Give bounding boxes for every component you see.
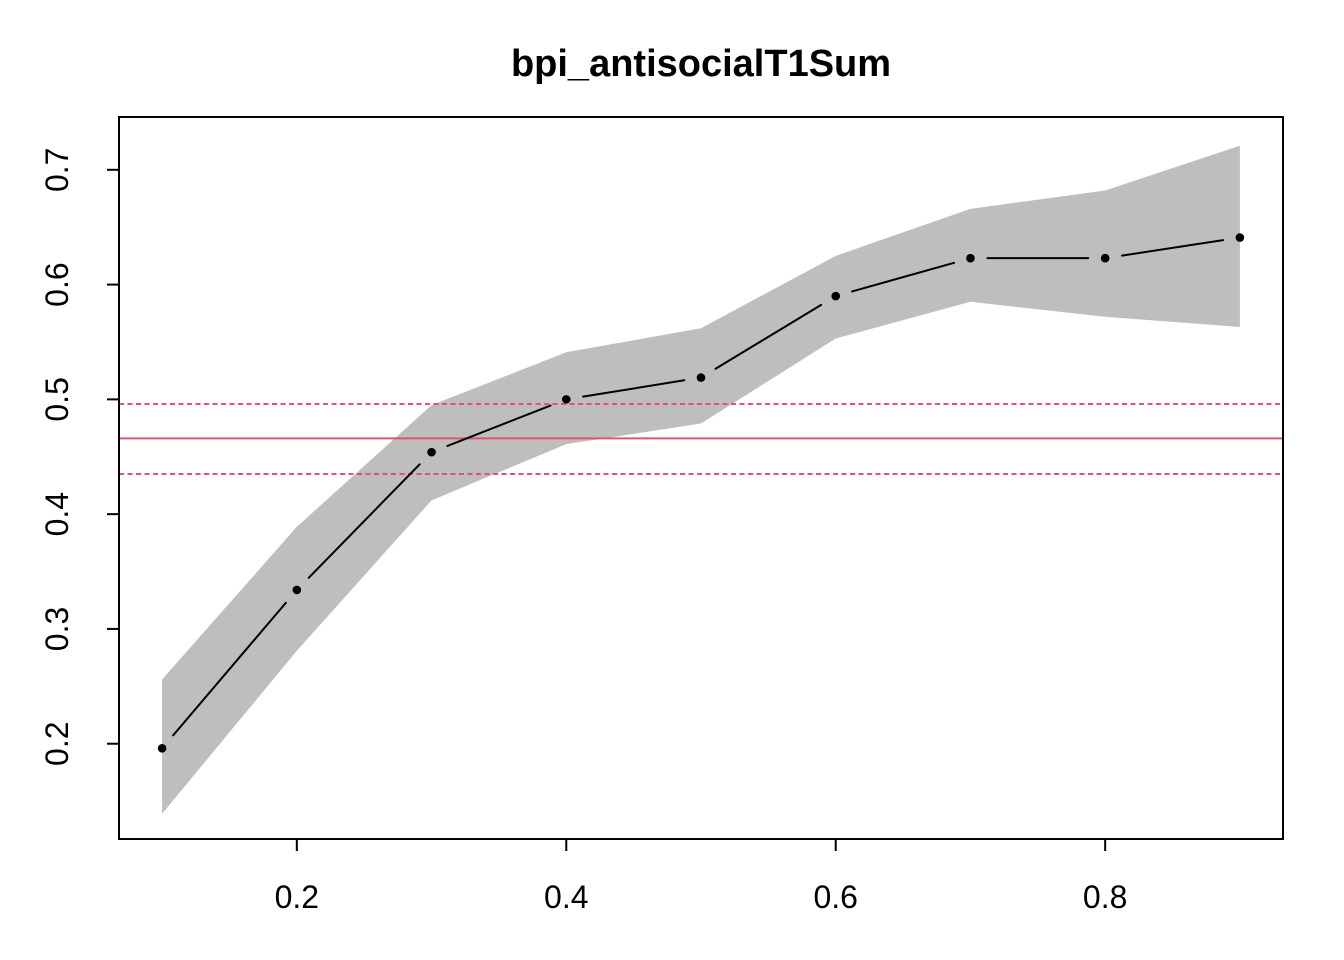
series-line-segment	[1120, 239, 1225, 257]
data-point	[427, 447, 436, 457]
series-line-segment	[714, 303, 823, 370]
x-tick-label: 0.8	[1083, 879, 1127, 915]
confidence-band-layer	[162, 145, 1240, 814]
axes-layer: 0.2 0.4 0.6 0.8 0.2 0.3 0.4 0.5 0.6 0.7	[39, 116, 1284, 915]
y-tick-label: 0.2	[39, 721, 75, 765]
y-tick-label: 0.6	[39, 262, 75, 306]
data-point	[831, 291, 841, 301]
data-point	[696, 373, 706, 382]
data-point	[292, 585, 302, 595]
series-line-segment	[446, 404, 552, 447]
y-tick-label: 0.4	[39, 492, 75, 536]
plot-border	[118, 116, 1284, 840]
data-point	[966, 253, 975, 263]
y-tick-label: 0.3	[39, 607, 75, 651]
x-tick-label: 0.6	[813, 879, 857, 915]
reference-lines-layer	[119, 402, 1283, 475]
series-line-segment	[582, 379, 686, 398]
y-tick-label: 0.5	[39, 377, 75, 421]
series-line-segment	[851, 261, 956, 293]
data-point	[561, 395, 571, 404]
series-line-segment	[307, 463, 421, 579]
data-point	[157, 744, 167, 753]
data-point	[1100, 253, 1110, 263]
y-tick-label: 0.7	[39, 148, 75, 192]
series-layer	[157, 233, 1245, 753]
confidence-band	[162, 145, 1240, 814]
data-point	[1235, 233, 1245, 242]
series-line-segment	[172, 601, 287, 737]
x-tick-label: 0.2	[275, 879, 319, 915]
x-tick-label: 0.4	[544, 879, 588, 915]
chart-title: bpi_antisocialT1Sum	[511, 43, 891, 85]
